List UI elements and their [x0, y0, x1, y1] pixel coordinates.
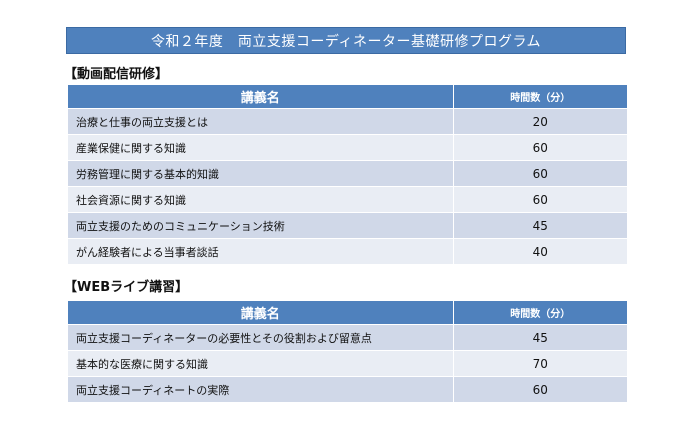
lecture-minutes-cell: 60 — [453, 160, 627, 187]
lecture-name-cell: 基本的な医療に関する知識 — [68, 350, 454, 377]
table-header-row: 講義名 時間数（分） — [68, 85, 627, 109]
lecture-minutes-cell: 70 — [453, 350, 627, 377]
column-header-lecture-name: 講義名 — [68, 301, 454, 325]
lecture-name-cell: 労務管理に関する基本的知識 — [68, 160, 454, 187]
lecture-minutes-cell: 60 — [453, 376, 627, 402]
lecture-minutes-cell: 60 — [453, 186, 627, 213]
lecture-minutes-cell: 45 — [453, 212, 627, 239]
lecture-name-cell: がん経験者による当事者談話 — [68, 238, 454, 264]
table-row: 社会資源に関する知識 60 — [68, 186, 627, 213]
web-live-table: 講義名 時間数（分） 両立支援コーディネーターの必要性とその役割および留意点 4… — [68, 301, 627, 402]
column-header-minutes: 時間数（分） — [453, 301, 627, 325]
lecture-minutes-cell: 20 — [453, 108, 627, 135]
lecture-name-cell: 両立支援コーディネーターの必要性とその役割および留意点 — [68, 324, 454, 351]
table-row: 産業保健に関する知識 60 — [68, 134, 627, 161]
table-row: 治療と仕事の両立支援とは 20 — [68, 108, 627, 135]
table-row: 両立支援コーディネーターの必要性とその役割および留意点 45 — [68, 324, 627, 351]
column-header-minutes: 時間数（分） — [453, 85, 627, 109]
table-row: がん経験者による当事者談話 40 — [68, 238, 627, 264]
lecture-name-cell: 両立支援のためのコミュニケーション技術 — [68, 212, 454, 239]
page-title: 令和２年度 両立支援コーディネーター基礎研修プログラム — [66, 27, 626, 54]
lecture-minutes-cell: 60 — [453, 134, 627, 161]
lecture-minutes-cell: 40 — [453, 238, 627, 264]
table-row: 労務管理に関する基本的知識 60 — [68, 160, 627, 187]
video-training-table: 講義名 時間数（分） 治療と仕事の両立支援とは 20 産業保健に関する知識 60… — [68, 85, 627, 264]
lecture-minutes-cell: 45 — [453, 324, 627, 351]
lecture-name-cell: 両立支援コーディネートの実際 — [68, 376, 454, 402]
lecture-name-cell: 治療と仕事の両立支援とは — [68, 108, 454, 135]
lecture-name-cell: 産業保健に関する知識 — [68, 134, 454, 161]
section-heading-video-training: 【動画配信研修】 — [64, 67, 169, 82]
lecture-name-cell: 社会資源に関する知識 — [68, 186, 454, 213]
table-header-row: 講義名 時間数（分） — [68, 301, 627, 325]
table-row: 基本的な医療に関する知識 70 — [68, 350, 627, 377]
section-heading-web-live: 【WEBライブ講習】 — [64, 280, 189, 295]
table-row: 両立支援のためのコミュニケーション技術 45 — [68, 212, 627, 239]
table-row: 両立支援コーディネートの実際 60 — [68, 376, 627, 402]
column-header-lecture-name: 講義名 — [68, 85, 454, 109]
